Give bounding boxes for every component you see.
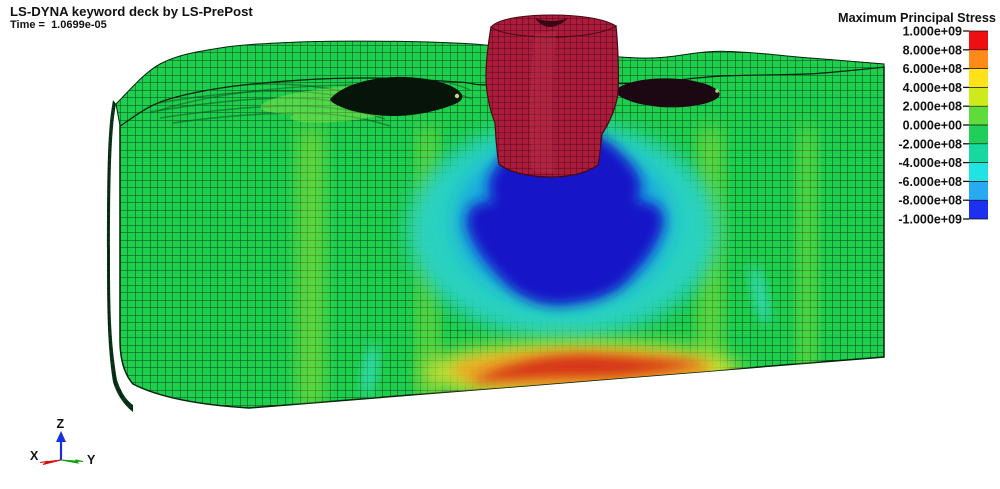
svg-text:0.000e+00: 0.000e+00	[903, 119, 962, 133]
svg-text:2.000e+08: 2.000e+08	[903, 100, 962, 114]
svg-text:-4.000e+08: -4.000e+08	[898, 156, 962, 170]
svg-text:Y: Y	[87, 453, 96, 467]
svg-text:-1.000e+09: -1.000e+09	[898, 213, 962, 227]
svg-text:-8.000e+08: -8.000e+08	[898, 194, 962, 208]
svg-text:6.000e+08: 6.000e+08	[903, 62, 962, 76]
svg-text:Maximum Principal Stress: Maximum Principal Stress	[838, 11, 996, 25]
svg-text:-6.000e+08: -6.000e+08	[898, 175, 962, 189]
svg-text:1.000e+09: 1.000e+09	[903, 25, 962, 39]
svg-text:4.000e+08: 4.000e+08	[903, 81, 962, 95]
svg-text:-2.000e+08: -2.000e+08	[898, 137, 962, 151]
svg-text:Z: Z	[57, 417, 65, 431]
svg-text:8.000e+08: 8.000e+08	[903, 43, 962, 57]
svg-text:X: X	[30, 449, 39, 463]
